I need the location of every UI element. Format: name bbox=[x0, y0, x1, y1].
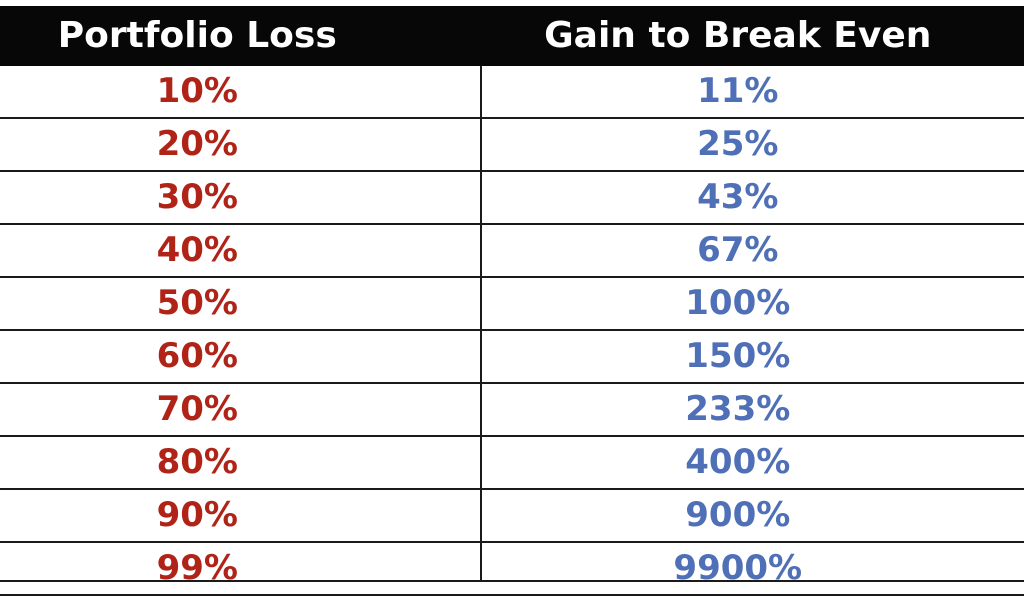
table-row: 40% 67% bbox=[0, 225, 1024, 278]
table-row: 50% 100% bbox=[0, 278, 1024, 331]
portfolio-loss-cell: 30% bbox=[156, 177, 238, 217]
table-row: 30% 43% bbox=[0, 172, 1024, 225]
table-row: 10% 11% bbox=[0, 66, 1024, 119]
breakeven-table: Portfolio Loss Gain to Break Even 10% 11%… bbox=[0, 6, 1024, 596]
portfolio-loss-cell: 20% bbox=[156, 124, 238, 164]
header-gain-to-break-even: Gain to Break Even bbox=[544, 15, 932, 56]
portfolio-loss-cell: 40% bbox=[156, 230, 238, 270]
table-bottom-border bbox=[0, 580, 1024, 582]
gain-to-break-even-cell: 9900% bbox=[673, 548, 803, 588]
gain-to-break-even-cell: 150% bbox=[685, 336, 791, 376]
table-row: 70% 233% bbox=[0, 384, 1024, 437]
portfolio-loss-cell: 50% bbox=[156, 283, 238, 323]
table-header: Portfolio Loss Gain to Break Even bbox=[0, 6, 1024, 66]
portfolio-loss-cell: 60% bbox=[156, 336, 238, 376]
gain-to-break-even-cell: 43% bbox=[697, 177, 779, 217]
gain-to-break-even-cell: 25% bbox=[697, 124, 779, 164]
portfolio-loss-cell: 80% bbox=[156, 442, 238, 482]
gain-to-break-even-cell: 11% bbox=[697, 71, 779, 111]
table-row: 90% 900% bbox=[0, 490, 1024, 543]
portfolio-loss-cell: 70% bbox=[156, 389, 238, 429]
header-portfolio-loss: Portfolio Loss bbox=[57, 15, 337, 56]
portfolio-loss-cell: 10% bbox=[156, 71, 238, 111]
gain-to-break-even-cell: 400% bbox=[685, 442, 791, 482]
table-row: 99% 9900% bbox=[0, 543, 1024, 596]
table-body: 10% 11% 20% 25% 30% 43% 40% 67% 50% 100% 60% 150% 70… bbox=[0, 66, 1024, 596]
table-row: 60% 150% bbox=[0, 331, 1024, 384]
table-row: 20% 25% bbox=[0, 119, 1024, 172]
portfolio-loss-cell: 90% bbox=[156, 495, 238, 535]
gain-to-break-even-cell: 233% bbox=[685, 389, 791, 429]
table-row: 80% 400% bbox=[0, 437, 1024, 490]
gain-to-break-even-cell: 100% bbox=[685, 283, 791, 323]
column-divider bbox=[480, 66, 482, 580]
gain-to-break-even-cell: 67% bbox=[697, 230, 779, 270]
portfolio-loss-cell: 99% bbox=[156, 548, 238, 588]
gain-to-break-even-cell: 900% bbox=[685, 495, 791, 535]
